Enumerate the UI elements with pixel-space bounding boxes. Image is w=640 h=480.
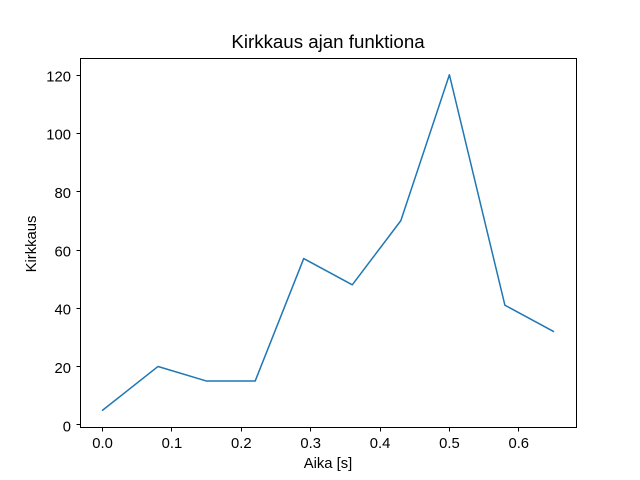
svg-text:20: 20 <box>55 361 71 377</box>
svg-text:Aika [s]: Aika [s] <box>304 456 353 472</box>
svg-text:Kirkkaus: Kirkkaus <box>24 216 40 273</box>
svg-text:80: 80 <box>55 186 71 202</box>
svg-text:0.0: 0.0 <box>92 436 113 452</box>
svg-text:0: 0 <box>63 419 71 435</box>
svg-text:0.3: 0.3 <box>300 436 321 452</box>
svg-text:120: 120 <box>46 69 71 85</box>
svg-text:0.4: 0.4 <box>370 436 391 452</box>
svg-text:40: 40 <box>55 303 71 319</box>
svg-text:0.1: 0.1 <box>162 436 183 452</box>
svg-text:0.5: 0.5 <box>439 436 460 452</box>
svg-text:0.6: 0.6 <box>508 436 529 452</box>
svg-text:60: 60 <box>55 244 71 260</box>
svg-text:0.2: 0.2 <box>231 436 252 452</box>
svg-text:Kirkkaus ajan funktiona: Kirkkaus ajan funktiona <box>231 31 425 52</box>
svg-text:100: 100 <box>46 128 71 144</box>
